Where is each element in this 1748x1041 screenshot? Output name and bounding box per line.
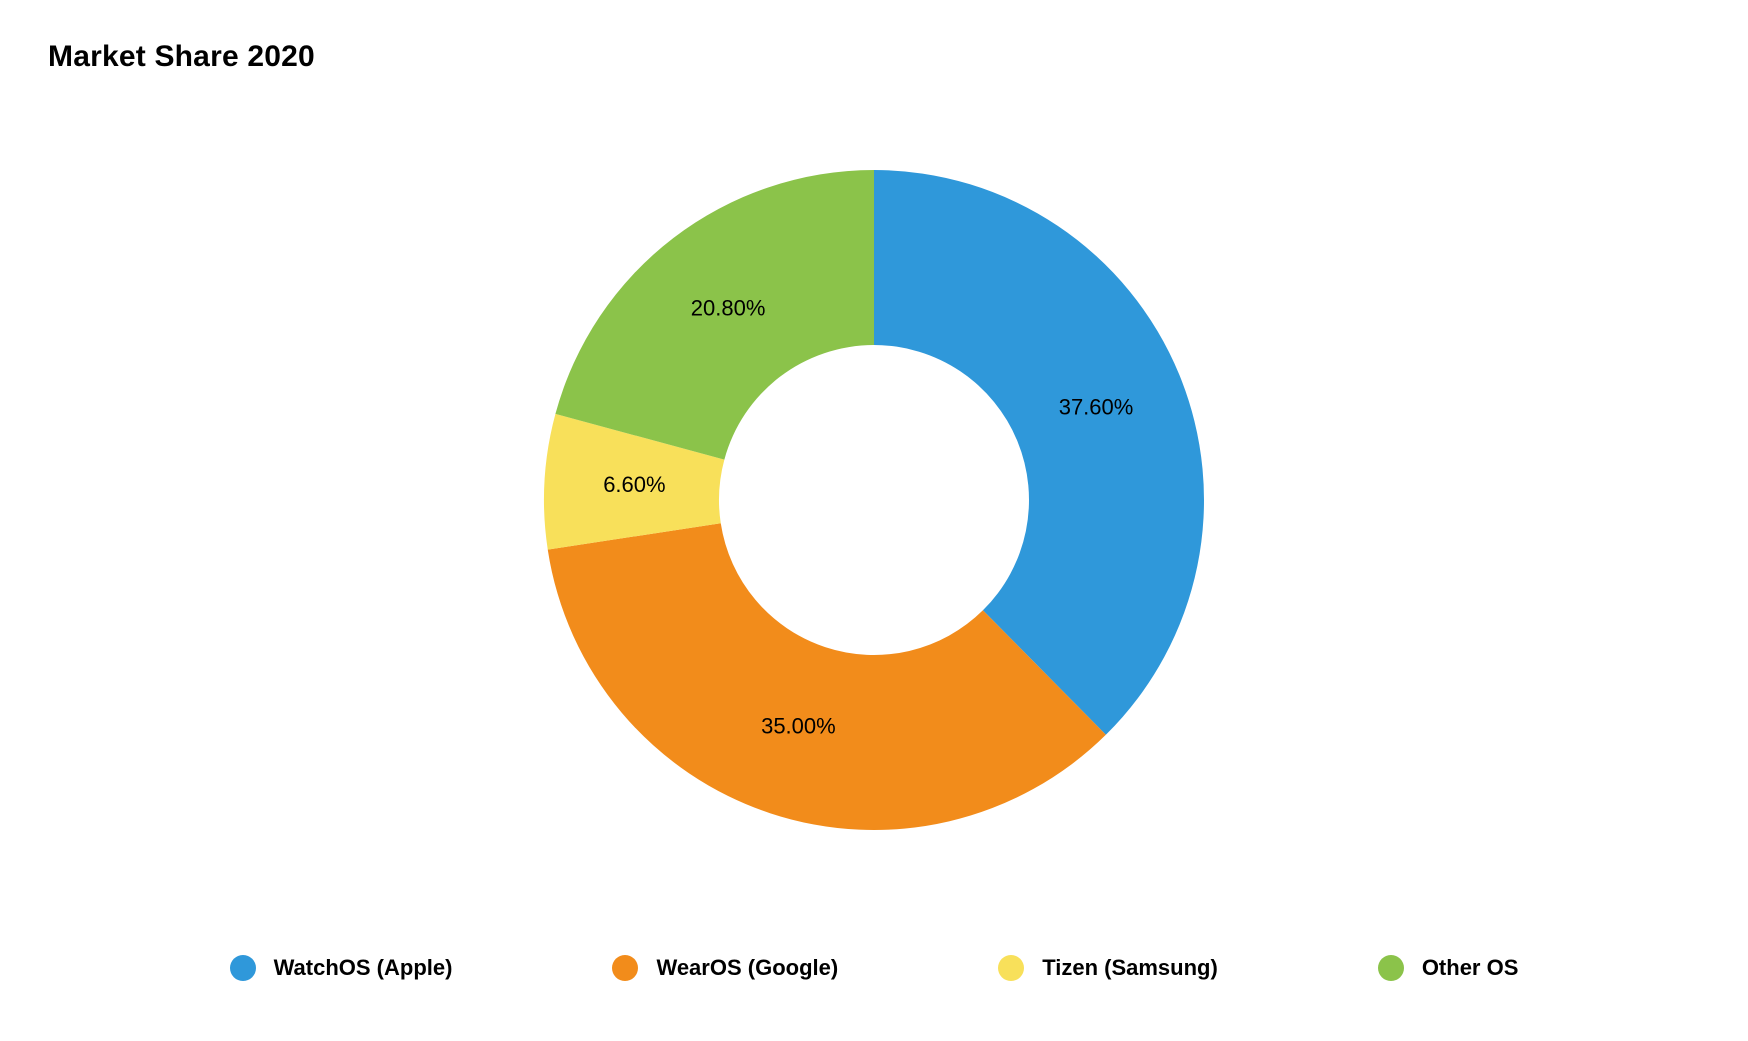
legend-swatch bbox=[230, 955, 256, 981]
slice-label: 6.60% bbox=[603, 472, 665, 497]
legend-swatch bbox=[612, 955, 638, 981]
chart-title: Market Share 2020 bbox=[48, 40, 315, 74]
legend-label: Tizen (Samsung) bbox=[1042, 955, 1218, 981]
legend-item: WatchOS (Apple) bbox=[230, 955, 453, 981]
legend-swatch bbox=[998, 955, 1024, 981]
legend-item: Tizen (Samsung) bbox=[998, 955, 1218, 981]
legend: WatchOS (Apple) WearOS (Google) Tizen (Sam… bbox=[0, 955, 1748, 981]
chart-area: 37.60% 35.00% 6.60% 20.80% bbox=[0, 120, 1748, 880]
legend-item: WearOS (Google) bbox=[612, 955, 838, 981]
slice-label: 35.00% bbox=[761, 714, 836, 739]
slice-label: 20.80% bbox=[691, 295, 766, 320]
legend-swatch bbox=[1378, 955, 1404, 981]
legend-item: Other OS bbox=[1378, 955, 1519, 981]
legend-label: Other OS bbox=[1422, 955, 1519, 981]
legend-label: WatchOS (Apple) bbox=[274, 955, 453, 981]
page: Market Share 2020 37.60% 35.00% 6.60% 20.80… bbox=[0, 0, 1748, 1041]
slice-label: 37.60% bbox=[1059, 395, 1134, 420]
donut-chart: 37.60% 35.00% 6.60% 20.80% bbox=[514, 140, 1234, 860]
legend-label: WearOS (Google) bbox=[656, 955, 838, 981]
